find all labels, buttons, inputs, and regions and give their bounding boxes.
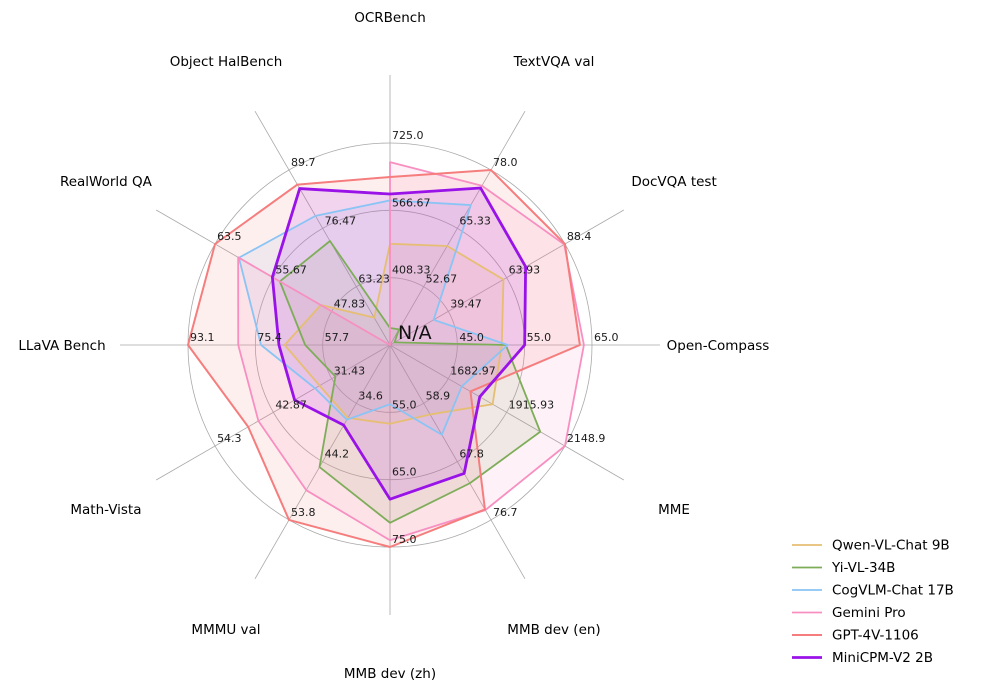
tick-label-llava-bench-2: 75.4 — [257, 331, 282, 344]
tick-label-docvqa-test-1: 39.47 — [450, 297, 482, 310]
tick-label-mmb-dev-en-2: 67.8 — [459, 448, 484, 461]
tick-label-math-vista-2: 42.87 — [275, 398, 307, 411]
tick-label-llava-bench-3: 93.1 — [190, 331, 215, 344]
tick-label-mme-3: 2148.9 — [567, 432, 606, 445]
axis-title-mmb-dev-en: MMB dev (en) — [507, 622, 600, 638]
series-fill-gemini-pro — [238, 162, 584, 541]
tick-label-object-halbench-1: 63.23 — [358, 273, 390, 286]
series-fill-gpt-4v-1106 — [188, 170, 580, 547]
tick-label-math-vista-3: 54.3 — [217, 432, 242, 445]
series-fill-qwen-vl-chat-9b — [284, 243, 504, 424]
tick-label-realworld-qa-1: 47.83 — [334, 297, 366, 310]
tick-label-mmb-dev-en-3: 76.7 — [493, 506, 518, 519]
axis-spoke-textvqa-val — [389, 110, 526, 346]
tick-label-mmmu-val-3: 53.8 — [291, 506, 316, 519]
axis-title-llava-bench: LLaVA Bench — [18, 338, 105, 354]
tick-label-math-vista-1: 31.43 — [334, 365, 366, 378]
legend-label-cogvlm-chat-17b: CogVLM-Chat 17B — [832, 583, 954, 599]
axis-title-docvqa-test: DocVQA test — [631, 174, 716, 190]
legend-label-yi-vl-34b: Yi-VL-34B — [831, 560, 895, 576]
tick-label-mmmu-val-1: 34.6 — [358, 389, 383, 402]
legend-label-qwen-vl-chat-9b: Qwen-VL-Chat 9B — [832, 538, 950, 554]
tick-label-textvqa-val-2: 65.33 — [459, 214, 491, 227]
axis-spoke-mmmu-val — [254, 344, 391, 580]
axis-title-math-vista: Math-Vista — [70, 502, 141, 518]
tick-label-docvqa-test-2: 63.93 — [509, 264, 541, 277]
axis-title-open-compass: Open-Compass — [667, 338, 770, 354]
tick-label-ocrbench-2: 566.67 — [392, 196, 431, 209]
axis-title-textvqa-val: TextVQA val — [513, 54, 595, 70]
axis-title-ocrbench: OCRBench — [354, 10, 426, 26]
legend-label-gpt-4v-1106: GPT-4V-1106 — [832, 628, 919, 644]
series-fill-minicpm-v2-2b — [272, 188, 526, 500]
axis-spoke-mmb-dev-en — [389, 344, 526, 580]
series-line-minicpm-v2-2b — [270, 186, 528, 501]
axis-title-mmmu-val: MMMU val — [191, 622, 260, 638]
tick-label-object-halbench-3: 89.7 — [291, 156, 316, 169]
tick-label-llava-bench-1: 57.7 — [325, 331, 350, 344]
tick-label-open-compass-3: 65.0 — [594, 331, 619, 344]
tick-label-mme-2: 1915.93 — [509, 398, 555, 411]
center-na-label: N/A — [398, 322, 432, 344]
axis-title-object-halbench: Object HalBench — [170, 54, 283, 70]
axis-title-mme: MME — [658, 502, 690, 518]
axis-spoke-mme — [389, 344, 625, 481]
series-line-gpt-4v-1106 — [187, 169, 581, 548]
tick-label-textvqa-val-1: 52.67 — [426, 273, 458, 286]
tick-label-mmmu-val-2: 44.2 — [325, 448, 350, 461]
tick-label-docvqa-test-3: 88.4 — [567, 230, 592, 243]
legend-label-minicpm-v2-2b: MiniCPM-V2 2B — [832, 650, 933, 666]
tick-label-open-compass-1: 45.0 — [459, 331, 484, 344]
axis-title-mmb-dev-zh: MMB dev (zh) — [344, 666, 436, 682]
tick-label-open-compass-2: 55.0 — [527, 331, 552, 344]
tick-label-mmb-dev-en-1: 58.9 — [426, 389, 451, 402]
legend-label-gemini-pro: Gemini Pro — [832, 605, 906, 621]
tick-label-textvqa-val-3: 78.0 — [493, 156, 518, 169]
tick-label-realworld-qa-2: 55.67 — [275, 264, 307, 277]
tick-label-ocrbench-1: 408.33 — [392, 264, 431, 277]
tick-label-mmb-dev-zh-1: 55.0 — [392, 398, 417, 411]
axis-title-realworld-qa: RealWorld QA — [60, 174, 153, 190]
tick-label-mmb-dev-zh-3: 75.0 — [392, 533, 417, 546]
axis-spoke-math-vista — [155, 344, 391, 481]
tick-label-object-halbench-2: 76.47 — [325, 214, 357, 227]
axis-spoke-object-halbench — [254, 110, 391, 346]
tick-label-ocrbench-3: 725.0 — [392, 129, 424, 142]
tick-label-mmb-dev-zh-2: 65.0 — [392, 466, 417, 479]
tick-label-mme-1: 1682.97 — [450, 365, 496, 378]
tick-label-realworld-qa-3: 63.5 — [217, 230, 242, 243]
axis-spoke-docvqa-test — [389, 209, 625, 346]
